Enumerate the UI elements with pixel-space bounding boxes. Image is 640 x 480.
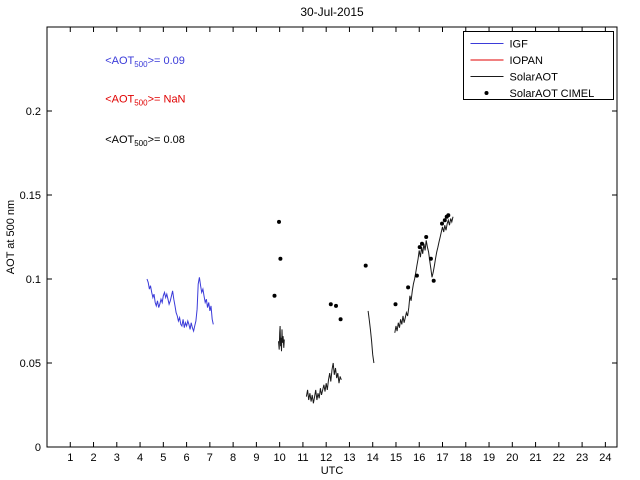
y-tick-label: 0.15 bbox=[20, 190, 41, 202]
y-axis-label: AOT at 500 nm bbox=[5, 200, 17, 274]
series-point-solaraot-cimel bbox=[406, 285, 411, 290]
x-tick-label: 20 bbox=[506, 452, 518, 464]
x-tick-label: 5 bbox=[160, 452, 166, 464]
x-tick-label: 19 bbox=[483, 452, 495, 464]
series-point-solaraot-cimel bbox=[440, 221, 444, 226]
series-point-solaraot-cimel bbox=[414, 273, 419, 278]
y-tick-label: 0.05 bbox=[20, 358, 41, 370]
x-tick-label: 7 bbox=[207, 452, 213, 464]
legend-sample-solaraot-cimel bbox=[484, 91, 489, 95]
legend-label-solaraot: SolarAOT bbox=[510, 72, 559, 84]
y-tick-label: 0.1 bbox=[26, 274, 41, 286]
x-tick-label: 24 bbox=[599, 452, 611, 464]
series-point-solaraot-cimel bbox=[277, 219, 281, 224]
x-axis-label: UTC bbox=[321, 465, 344, 477]
series-line-igf bbox=[146, 277, 214, 333]
series-point-solaraot-cimel bbox=[334, 303, 338, 308]
legend-label-igf: IGF bbox=[510, 39, 529, 51]
x-tick-label: 15 bbox=[390, 452, 402, 464]
mean-aot-annotation-2: <AOT500>= 0.08 bbox=[105, 134, 185, 148]
series-point-solaraot-cimel bbox=[338, 317, 343, 322]
series-point-solaraot-cimel bbox=[446, 213, 451, 218]
series-point-solaraot-cimel bbox=[417, 245, 422, 250]
legend-label-solaraot-cimel: SolarAOT CIMEL bbox=[510, 88, 595, 100]
series-point-solaraot-cimel bbox=[278, 256, 283, 261]
x-tick-label: 12 bbox=[320, 452, 332, 464]
mean-aot-annotation-1: <AOT500>= NaN bbox=[105, 94, 185, 108]
series-point-solaraot-cimel bbox=[272, 293, 277, 298]
x-tick-label: 1 bbox=[67, 452, 73, 464]
x-tick-label: 13 bbox=[343, 452, 355, 464]
legend-box bbox=[463, 31, 614, 100]
series-line-solaraot bbox=[367, 310, 375, 364]
series-point-solaraot-cimel bbox=[431, 278, 436, 283]
legend-label-iopan: IOPAN bbox=[510, 55, 543, 67]
series-point-solaraot-cimel bbox=[363, 263, 368, 268]
series-point-solaraot-cimel bbox=[420, 241, 424, 246]
x-tick-label: 21 bbox=[529, 452, 541, 464]
series-line-solaraot bbox=[278, 325, 285, 352]
x-tick-label: 3 bbox=[114, 452, 120, 464]
series-point-solaraot-cimel bbox=[428, 256, 433, 261]
x-tick-label: 10 bbox=[274, 452, 286, 464]
series-point-solaraot-cimel bbox=[424, 235, 429, 239]
x-tick-label: 4 bbox=[137, 452, 143, 464]
series-line-solaraot bbox=[305, 362, 342, 404]
x-tick-label: 16 bbox=[413, 452, 425, 464]
x-tick-label: 11 bbox=[297, 452, 308, 464]
y-tick-label: 0.2 bbox=[26, 106, 41, 118]
x-tick-label: 2 bbox=[90, 452, 96, 464]
x-tick-label: 17 bbox=[436, 452, 448, 464]
x-tick-label: 22 bbox=[553, 452, 565, 464]
mean-aot-annotation-0: <AOT500>= 0.09 bbox=[105, 55, 185, 69]
series-point-solaraot-cimel bbox=[393, 302, 398, 307]
x-tick-label: 18 bbox=[460, 452, 472, 464]
x-tick-label: 23 bbox=[576, 452, 588, 464]
series-point-solaraot-cimel bbox=[328, 302, 333, 307]
x-tick-label: 14 bbox=[367, 452, 379, 464]
plot-title: 30-Jul-2015 bbox=[300, 5, 364, 19]
x-tick-label: 9 bbox=[253, 452, 259, 464]
y-tick-label: 0 bbox=[35, 442, 41, 454]
series-point-solaraot-cimel bbox=[442, 218, 447, 223]
x-tick-label: 8 bbox=[230, 452, 236, 464]
x-tick-label: 6 bbox=[184, 452, 190, 464]
